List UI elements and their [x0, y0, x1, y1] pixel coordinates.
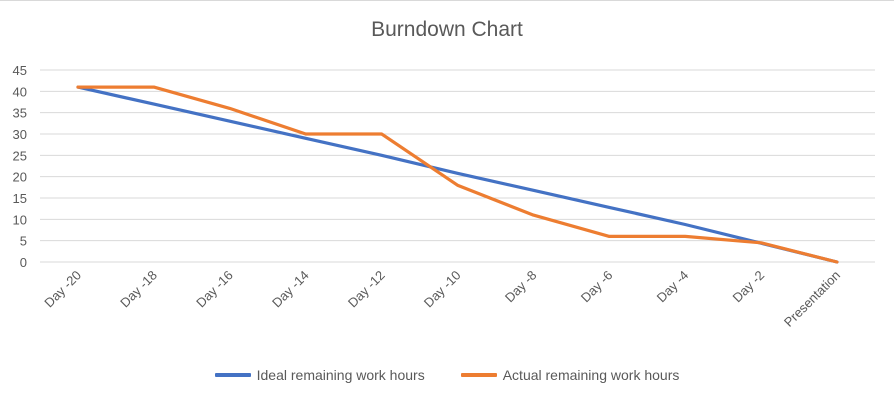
- x-tick-label: Day -8: [502, 268, 540, 306]
- series-line-actual: [76, 85, 839, 264]
- x-tick-label: Day -2: [730, 268, 768, 306]
- x-tick-label: Day -14: [269, 268, 312, 311]
- x-tick-label: Day -6: [578, 268, 616, 306]
- legend-label-ideal: Ideal remaining work hours: [256, 367, 425, 383]
- y-tick-label: 10: [13, 212, 27, 227]
- legend: Ideal remaining work hours Actual remain…: [0, 367, 894, 383]
- y-tick-label: 25: [13, 148, 27, 163]
- y-tick-label: 45: [13, 63, 27, 78]
- chart-title: Burndown Chart: [371, 18, 523, 41]
- legend-entry-actual: Actual remaining work hours: [460, 367, 680, 383]
- legend-swatch-actual: [460, 373, 497, 377]
- x-tick-label: Day -20: [41, 268, 84, 311]
- y-tick-label: 35: [13, 106, 27, 121]
- legend-swatch-ideal: [214, 373, 251, 377]
- top-border: [0, 0, 894, 5]
- legend-entry-ideal: Ideal remaining work hours: [214, 367, 425, 383]
- y-tick-label: 30: [13, 127, 27, 142]
- x-tick-label: Presentation: [781, 268, 843, 330]
- y-tick-label: 15: [13, 191, 27, 206]
- y-tick-label: 40: [13, 84, 27, 99]
- series-line-ideal: [76, 85, 839, 264]
- y-tick-label: 0: [20, 255, 27, 270]
- x-tick-label: Day -18: [117, 268, 160, 311]
- legend-label-actual: Actual remaining work hours: [502, 367, 680, 383]
- x-tick-label: Day -4: [654, 268, 692, 306]
- x-tick-label: Day -10: [421, 268, 464, 311]
- x-tick-label: Day -16: [193, 268, 236, 311]
- y-tick-label: 20: [13, 170, 27, 185]
- y-tick-label: 5: [20, 234, 27, 249]
- x-tick-label: Day -12: [345, 268, 388, 311]
